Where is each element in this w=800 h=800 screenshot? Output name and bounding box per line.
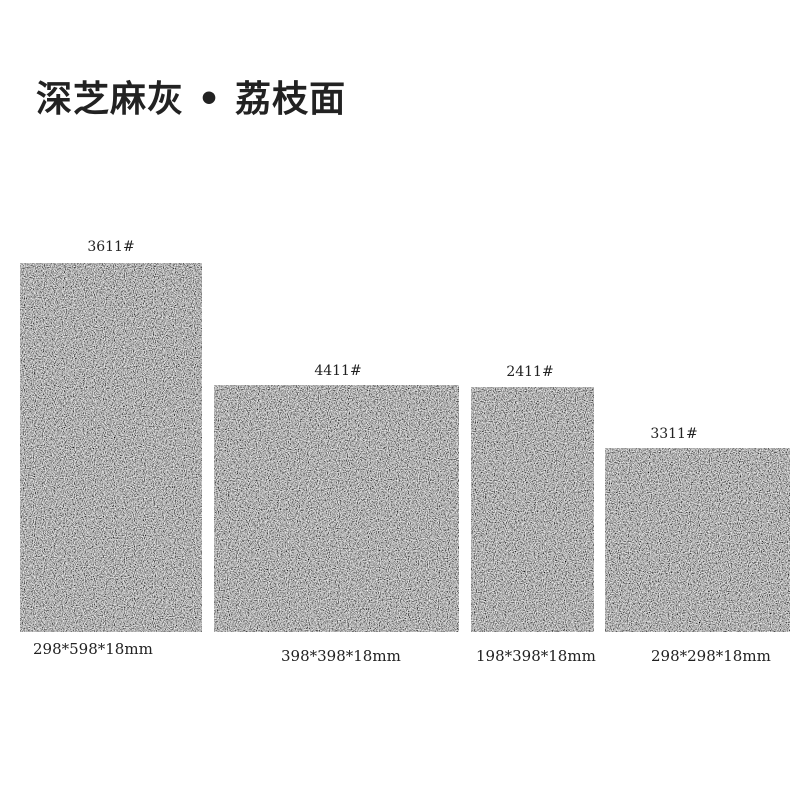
tile-code-3311: 3311# <box>650 426 698 442</box>
tile-size-3311: 298*298*18mm <box>651 647 771 665</box>
tile-size-3611: 298*598*18mm <box>33 640 153 658</box>
tile-code-2411: 2411# <box>506 364 554 380</box>
tile-image-3311 <box>605 448 790 632</box>
page-title: 深芝麻灰 • 荔枝面 <box>36 79 347 120</box>
tile-size-2411: 198*398*18mm <box>476 647 596 665</box>
tile-image-2411 <box>471 387 594 632</box>
tile-image-3611 <box>20 263 202 632</box>
tile-code-3611: 3611# <box>87 239 135 255</box>
tile-image-4411 <box>214 385 459 632</box>
tile-size-4411: 398*398*18mm <box>281 647 401 665</box>
tile-code-4411: 4411# <box>314 363 362 379</box>
